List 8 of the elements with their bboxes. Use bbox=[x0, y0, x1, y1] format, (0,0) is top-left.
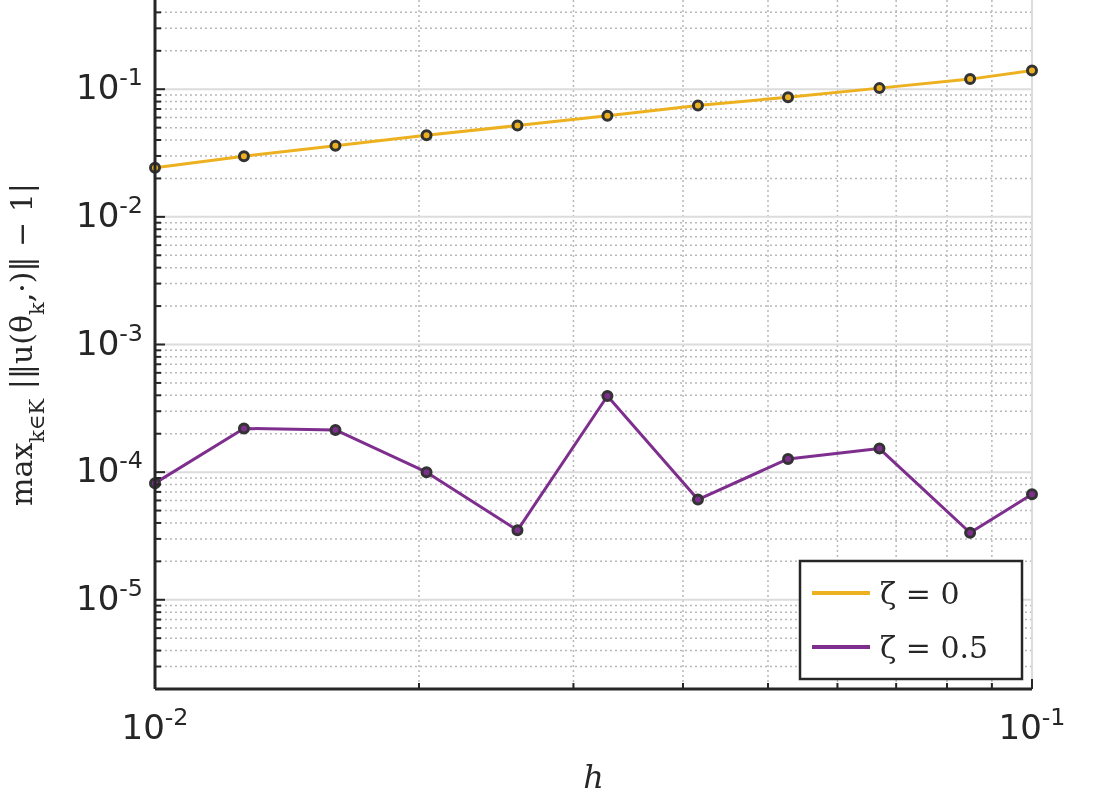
legend-label: ζ = 0 bbox=[880, 576, 960, 611]
y-tick-label: 10$^{-1}$ bbox=[76, 63, 143, 108]
y-tick-label: 10$^{-2}$ bbox=[76, 190, 143, 235]
y-tick-label: 10$^{-5}$ bbox=[76, 573, 143, 618]
legend-label: ζ = 0.5 bbox=[880, 630, 989, 665]
y-tick-label: 10$^{-4}$ bbox=[76, 446, 143, 491]
y-tick-label: 10$^{-3}$ bbox=[76, 318, 143, 363]
x-axis-title: h bbox=[583, 758, 604, 796]
